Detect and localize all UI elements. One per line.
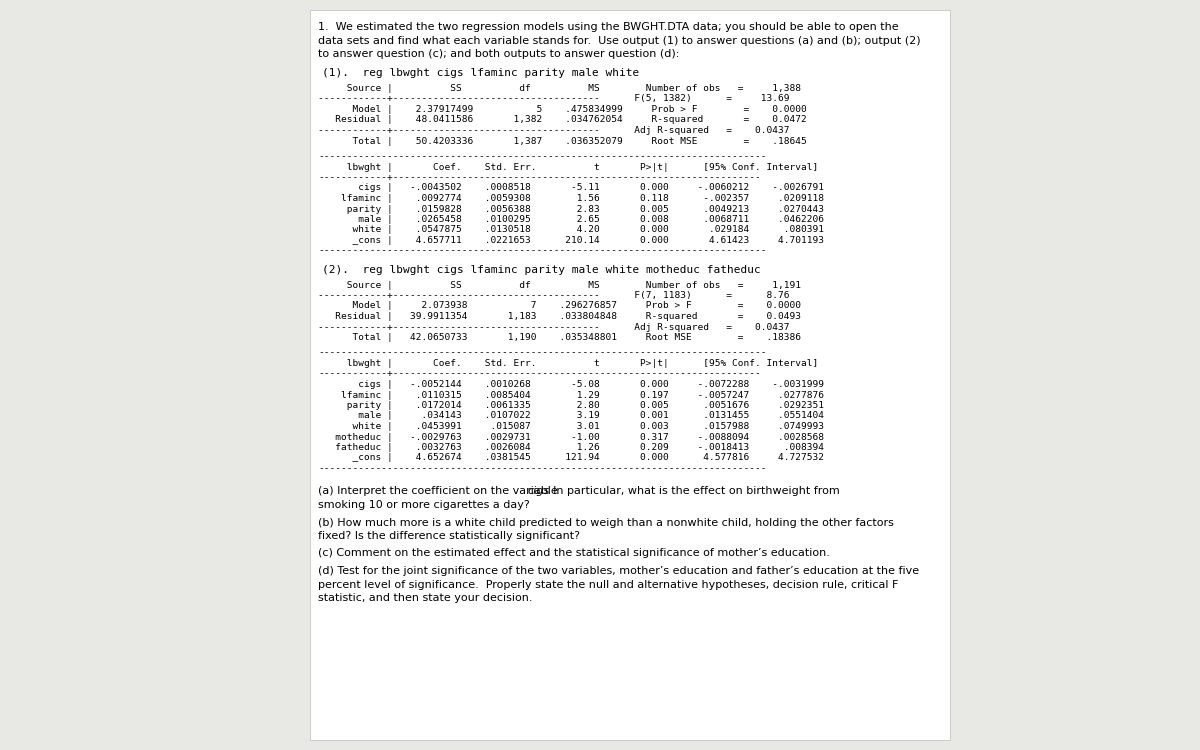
Text: lfaminc |    .0092774    .0059308        1.56       0.118      -.002357     .020: lfaminc | .0092774 .0059308 1.56 0.118 -…: [318, 194, 824, 203]
Text: ------------------------------------------------------------------------------: ----------------------------------------…: [318, 152, 767, 161]
Text: to answer question (c); and both outputs to answer question (d):: to answer question (c); and both outputs…: [318, 49, 679, 59]
Text: 1.  We estimated the two regression models using the BWGHT.DTA data; you should : 1. We estimated the two regression model…: [318, 22, 899, 32]
Text: (1).  reg lbwght cigs lfaminc parity male white: (1). reg lbwght cigs lfaminc parity male…: [322, 68, 640, 79]
Text: (b) How much more is a white child predicted to weigh than a nonwhite child, hol: (b) How much more is a white child predi…: [318, 518, 894, 527]
Text: cigs: cigs: [527, 487, 550, 496]
Text: ------------+------------------------------------      F(5, 1382)      =     13.: ------------+---------------------------…: [318, 94, 790, 104]
Text: Total |   42.0650733       1,190    .035348801     Root MSE        =    .18386: Total | 42.0650733 1,190 .035348801 Root…: [318, 333, 802, 342]
Text: ------------+------------------------------------      Adj R-squared   =    0.04: ------------+---------------------------…: [318, 126, 790, 135]
Text: male |    .0265458    .0100295        2.65       0.008      .0068711     .046220: male | .0265458 .0100295 2.65 0.008 .006…: [318, 215, 824, 224]
Text: (2).  reg lbwght cigs lfaminc parity male white motheduc fatheduc: (2). reg lbwght cigs lfaminc parity male…: [322, 265, 761, 275]
Text: Total |    50.4203336       1,387    .036352079     Root MSE        =    .18645: Total | 50.4203336 1,387 .036352079 Root…: [318, 136, 806, 146]
Text: parity |    .0159828    .0056388        2.83       0.005      .0049213     .0270: parity | .0159828 .0056388 2.83 0.005 .0…: [318, 205, 824, 214]
Text: ------------+------------------------------------      F(7, 1183)      =      8.: ------------+---------------------------…: [318, 291, 790, 300]
Text: (c) Comment on the estimated effect and the statistical significance of mother’s: (c) Comment on the estimated effect and …: [318, 548, 830, 559]
Text: percent level of significance.  Properly state the null and alternative hypothes: percent level of significance. Properly …: [318, 580, 899, 590]
Text: _cons |    4.657711    .0221653      210.14       0.000       4.61423     4.7011: _cons | 4.657711 .0221653 210.14 0.000 4…: [318, 236, 824, 245]
Text: (d) Test for the joint significance of the two variables, mother’s education and: (d) Test for the joint significance of t…: [318, 566, 919, 576]
Text: data sets and find what each variable stands for.  Use output (1) to answer ques: data sets and find what each variable st…: [318, 35, 920, 46]
Text: smoking 10 or more cigarettes a day?: smoking 10 or more cigarettes a day?: [318, 500, 529, 510]
Text: cigs |   -.0052144    .0010268       -5.08       0.000     -.0072288    -.003199: cigs | -.0052144 .0010268 -5.08 0.000 -.…: [318, 380, 824, 389]
Text: Model |    2.37917499           5    .475834999     Prob > F        =    0.0000: Model | 2.37917499 5 .475834999 Prob > F…: [318, 105, 806, 114]
Text: ------------+------------------------------------      Adj R-squared   =    0.04: ------------+---------------------------…: [318, 322, 790, 332]
Text: lfaminc |    .0110315    .0085404        1.29       0.197     -.0057247     .027: lfaminc | .0110315 .0085404 1.29 0.197 -…: [318, 391, 824, 400]
Text: white |    .0453991     .015087        3.01       0.003      .0157988     .07499: white | .0453991 .015087 3.01 0.003 .015…: [318, 422, 824, 431]
Text: . In particular, what is the effect on birthweight from: . In particular, what is the effect on b…: [546, 487, 839, 496]
Text: male |     .034143    .0107022        3.19       0.001      .0131455     .055140: male | .034143 .0107022 3.19 0.001 .0131…: [318, 412, 824, 421]
Bar: [310, 10, 950, 740]
Text: statistic, and then state your decision.: statistic, and then state your decision.: [318, 593, 533, 603]
Text: ------------------------------------------------------------------------------: ----------------------------------------…: [318, 464, 767, 473]
Text: Residual |    48.0411586       1,382    .034762054     R-squared       =    0.04: Residual | 48.0411586 1,382 .034762054 R…: [318, 116, 806, 124]
Text: fixed? Is the difference statistically significant?: fixed? Is the difference statistically s…: [318, 531, 580, 541]
Text: _cons |    4.652674    .0381545      121.94       0.000      4.577816     4.7275: _cons | 4.652674 .0381545 121.94 0.000 4…: [318, 454, 824, 463]
Text: cigs |   -.0043502    .0008518       -5.11       0.000     -.0060212    -.002679: cigs | -.0043502 .0008518 -5.11 0.000 -.…: [318, 184, 824, 193]
Text: lbwght |       Coef.    Std. Err.          t       P>|t|      [95% Conf. Interva: lbwght | Coef. Std. Err. t P>|t| [95% Co…: [318, 359, 818, 368]
Text: ------------+----------------------------------------------------------------: ------------+---------------------------…: [318, 173, 761, 182]
Text: Residual |   39.9911354       1,183    .033804848     R-squared       =    0.049: Residual | 39.9911354 1,183 .033804848 R…: [318, 312, 802, 321]
Text: ------------------------------------------------------------------------------: ----------------------------------------…: [318, 349, 767, 358]
Text: parity |    .0172014    .0061335        2.80       0.005      .0051676     .0292: parity | .0172014 .0061335 2.80 0.005 .0…: [318, 401, 824, 410]
Text: ------------------------------------------------------------------------------: ----------------------------------------…: [318, 247, 767, 256]
Text: ------------+----------------------------------------------------------------: ------------+---------------------------…: [318, 370, 761, 379]
Text: motheduc |   -.0029763    .0029731       -1.00       0.317     -.0088094     .00: motheduc | -.0029763 .0029731 -1.00 0.31…: [318, 433, 824, 442]
Text: (a) Interpret the coefficient on the variable: (a) Interpret the coefficient on the var…: [318, 487, 562, 496]
Text: Model |     2.073938           7    .296276857     Prob > F        =    0.0000: Model | 2.073938 7 .296276857 Prob > F =…: [318, 302, 802, 310]
Text: Source |          SS          df          MS        Number of obs   =     1,388: Source | SS df MS Number of obs = 1,388: [318, 84, 802, 93]
Text: lbwght |       Coef.    Std. Err.          t       P>|t|      [95% Conf. Interva: lbwght | Coef. Std. Err. t P>|t| [95% Co…: [318, 163, 818, 172]
Text: Source |          SS          df          MS        Number of obs   =     1,191: Source | SS df MS Number of obs = 1,191: [318, 280, 802, 290]
Text: white |    .0547875    .0130518        4.20       0.000       .029184      .0803: white | .0547875 .0130518 4.20 0.000 .02…: [318, 226, 824, 235]
Text: fatheduc |    .0032763    .0026084        1.26       0.209     -.0018413      .0: fatheduc | .0032763 .0026084 1.26 0.209 …: [318, 443, 824, 452]
